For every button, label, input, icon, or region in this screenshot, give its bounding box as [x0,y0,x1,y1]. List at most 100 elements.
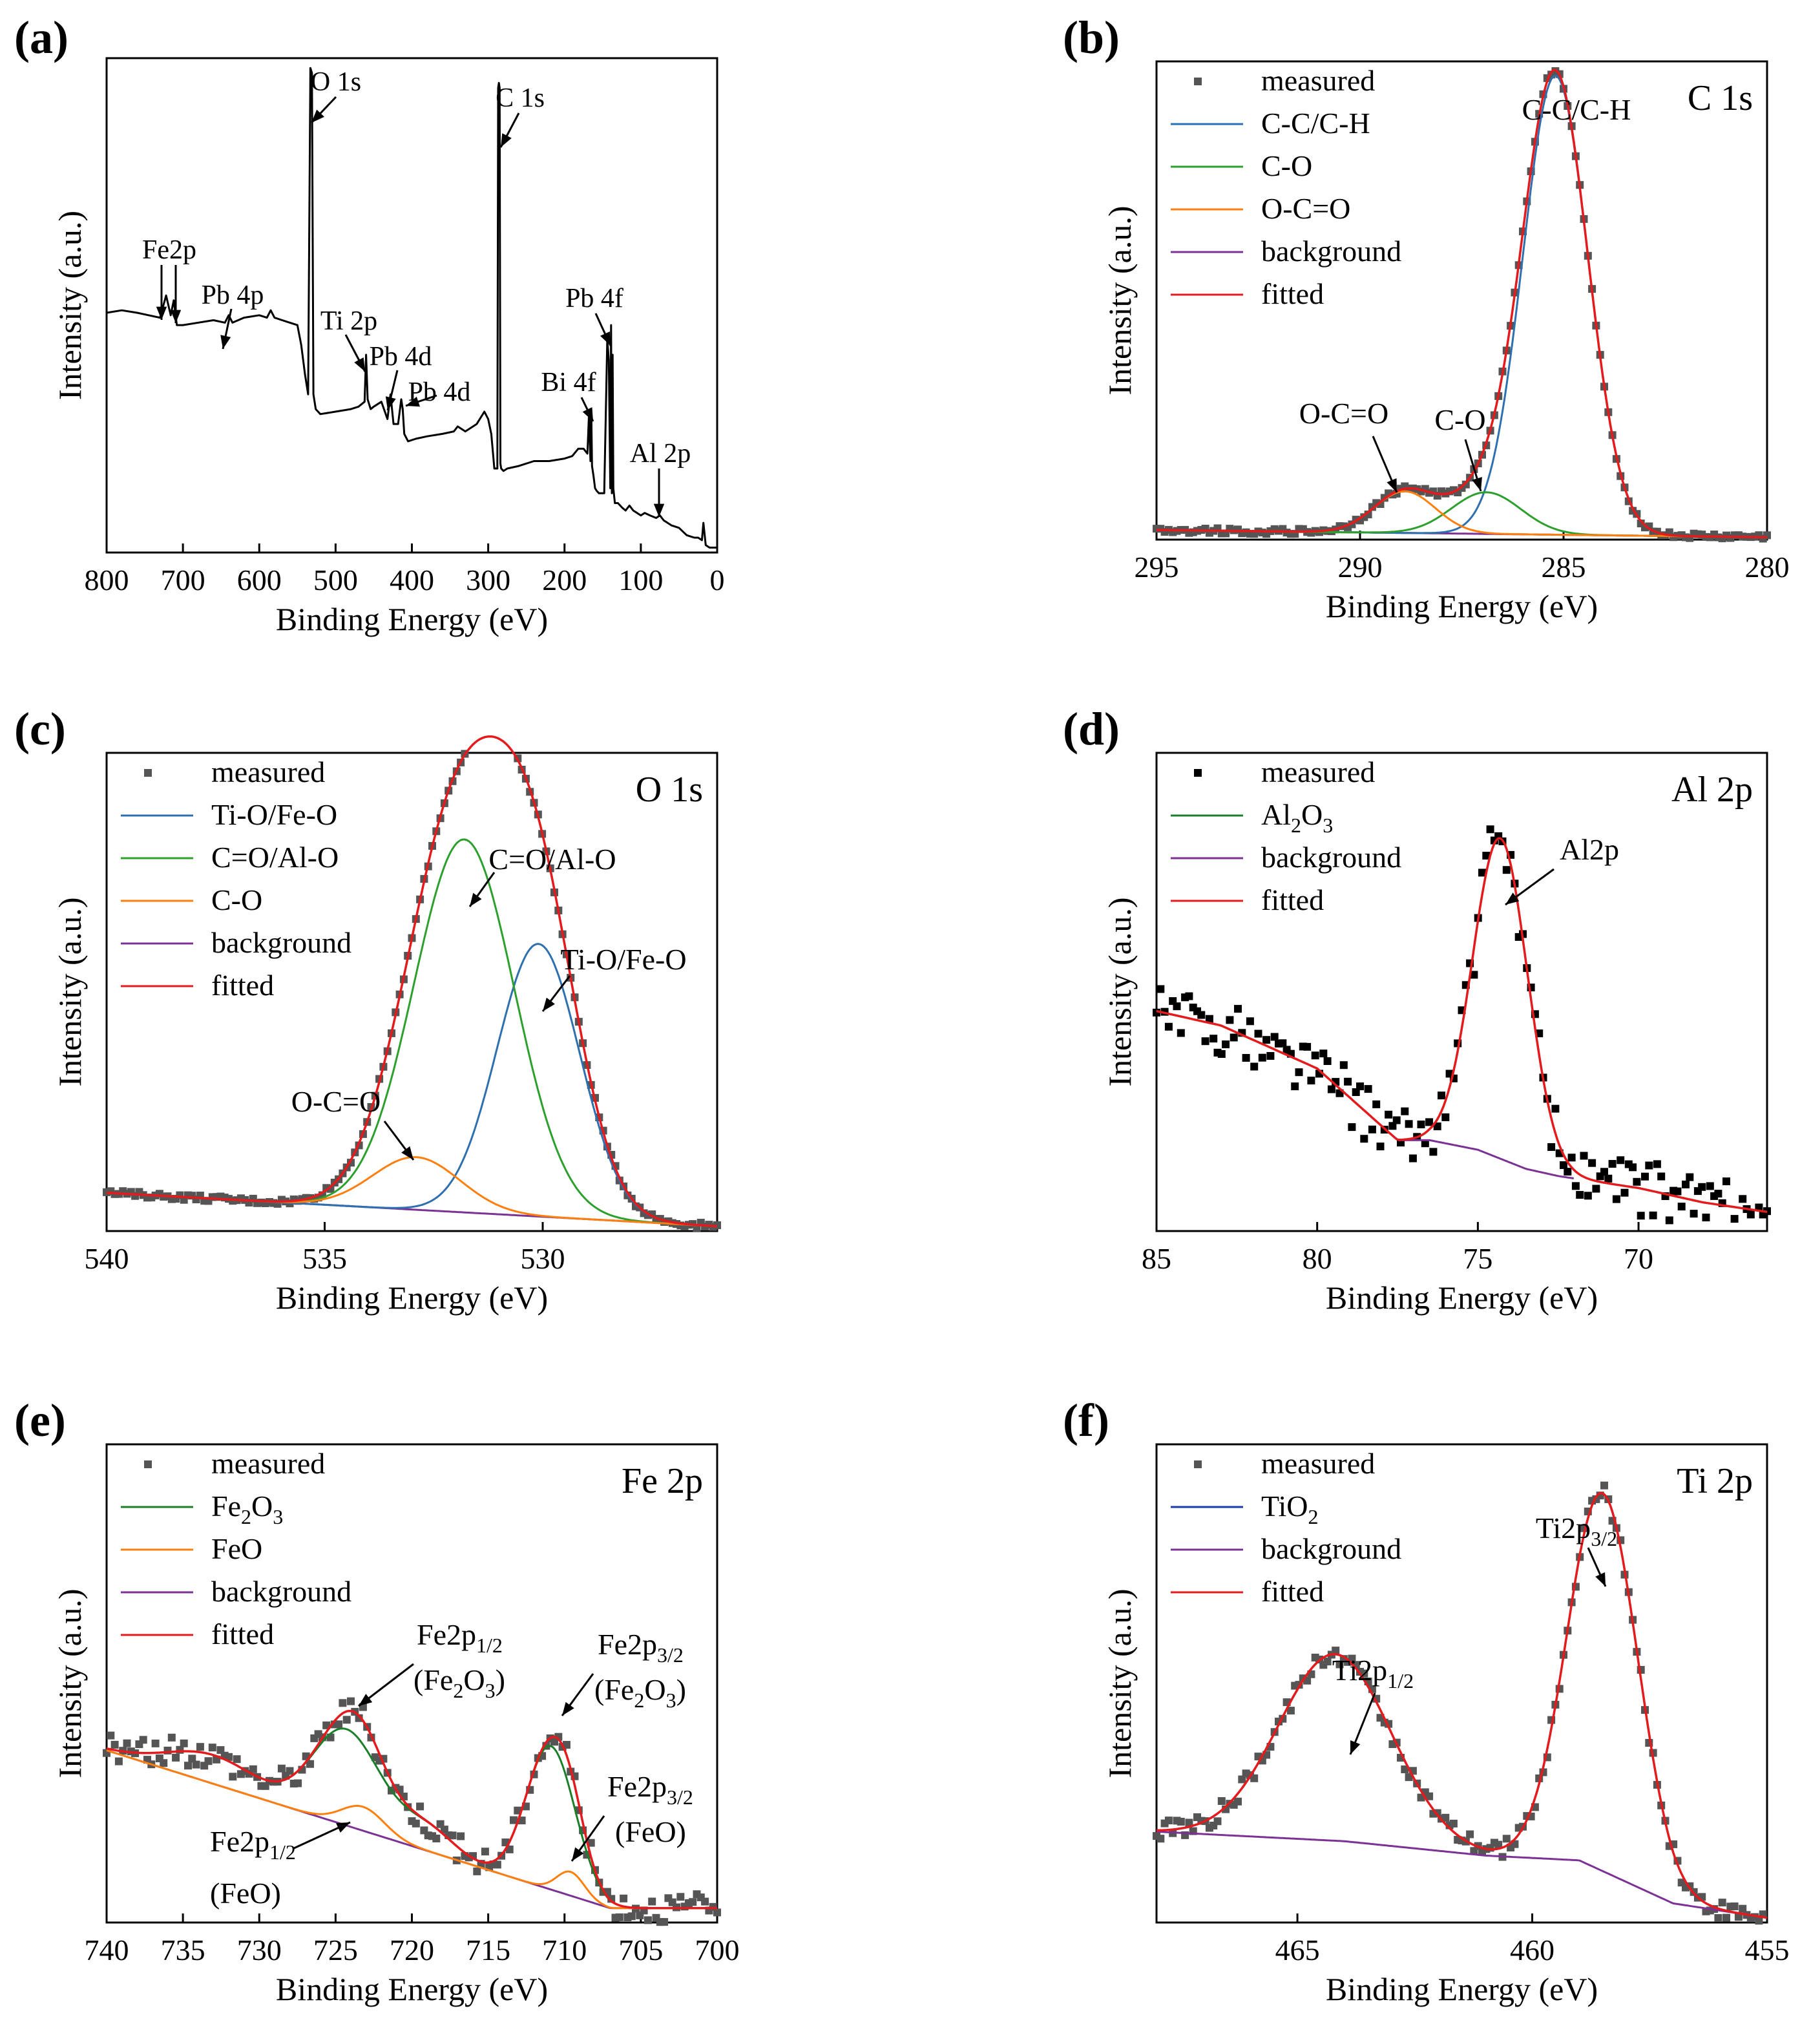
measured-point [160,1759,168,1767]
measured-point [1617,1156,1625,1164]
plot-frame [1155,60,1768,541]
x-tick-label: 75 [1463,1242,1492,1275]
measured-point [342,1716,351,1724]
chart-c: 540 535 530 Binding Energy (eV) Intensity (a… [52,735,721,1316]
x-tick-label: 730 [237,1933,282,1966]
measured-point [644,1916,652,1924]
annotation-arrow-head [311,109,324,123]
legend-marker [144,1460,152,1468]
measured-point [339,1699,347,1707]
measured-point [1408,1154,1417,1163]
measured-point [1649,1211,1657,1219]
fitted-line [1156,1491,1768,1919]
x-tick-label: 455 [1745,1933,1790,1966]
measured-point [196,1743,204,1751]
background-line [1398,1139,1575,1179]
measured-point [167,1733,176,1742]
panel-label-d: (d) [1063,703,1120,755]
component-feo [106,1749,717,1910]
measured-point [1217,1050,1226,1058]
measured-point [587,1839,595,1847]
annotation-arrow-head [220,335,231,349]
legend-label: fitted [211,969,274,1002]
measured-point [1653,1160,1661,1168]
measured-point [249,1765,257,1773]
chart-f: 465 460 455 Binding Energy (eV) Intensity (a… [1102,1443,1790,2007]
x-tick-label: 720 [390,1933,434,1966]
x-tick-label: 740 [85,1933,129,1966]
measured-point [689,1898,697,1906]
measured-point [473,1867,481,1875]
measured-point [1564,1168,1572,1176]
measured-point [1360,1135,1368,1143]
measured-point [1332,1647,1340,1655]
annotation-arrow-head [406,396,420,407]
measured-point [347,1697,355,1705]
y-axis-label: Intensity (a.u.) [1102,206,1138,395]
measured-point [1438,1091,1445,1100]
measured-point [1356,1082,1364,1091]
measured-point [1494,1840,1503,1849]
measured-point [1584,1192,1592,1200]
panel-label-a: (a) [14,12,68,63]
measured-point [1551,1104,1560,1113]
chart-title: Fe 2p [622,1461,703,1501]
measured-point [1323,1057,1332,1065]
measured-point [1722,1913,1730,1922]
annotation-arrow-head [600,332,611,346]
measured-point [648,1897,656,1906]
measured-point [1576,1191,1584,1199]
x-axis-label: Binding Energy (eV) [1326,1280,1598,1316]
annotation-arrow-head [1387,478,1397,492]
measured-point [1234,1005,1242,1013]
measured-point [713,1908,721,1917]
legend-marker [144,769,152,777]
y-axis-label: Intensity (a.u.) [1102,1589,1138,1778]
legend-label: fitted [1261,277,1324,310]
measured-point [1372,1100,1381,1108]
legend-label: measured [211,1447,325,1480]
measured-point [208,1744,216,1752]
measured-point [1657,1172,1666,1181]
measured-point [1714,1914,1722,1922]
annotation-arrow-head [359,1694,373,1706]
measured-point [294,1779,302,1787]
measured-point [1286,1707,1295,1715]
measured-point [412,1819,420,1828]
component-c-c-c-h [1157,74,1767,538]
measured-point [1633,1177,1641,1186]
measured-point [1441,1113,1450,1121]
measured-point [1449,1819,1458,1828]
x-axis-label: Binding Energy (eV) [1326,588,1598,624]
measured-point [277,1764,286,1773]
x-tick-label: 800 [85,564,129,596]
legend-label: FeO [211,1532,262,1565]
chart-title: O 1s [636,770,703,810]
measured-point [1368,1125,1376,1133]
measured-point [1234,1797,1242,1806]
panel-label-e: (e) [14,1395,66,1446]
measured-point [1197,1011,1206,1019]
annotation-label: Fe2p [142,235,196,265]
x-tick-label: 500 [313,564,358,596]
chart-title: Al 2p [1671,770,1753,810]
measured-point [110,1740,119,1749]
measured-point [1270,1033,1279,1041]
y-axis-label: Intensity (a.u.) [1102,898,1138,1087]
plot-frame [105,57,718,554]
x-tick-label: 200 [542,564,587,596]
measured-point [1405,1773,1413,1782]
measured-point [1254,1029,1262,1038]
annotation-label: Al2p [1560,833,1619,866]
measured-point [1429,1148,1438,1156]
measured-point [481,1848,489,1856]
survey-line [106,67,717,549]
x-axis-label: Binding Energy (eV) [276,1280,548,1316]
legend-label: fitted [1261,883,1324,916]
measured-point [229,1773,237,1781]
x-tick-label: 85 [1142,1242,1171,1275]
x-tick-label: 600 [237,564,282,596]
annotation-arrow-head [385,396,396,410]
measured-point [233,1755,241,1764]
x-tick-label: 715 [466,1933,510,1966]
